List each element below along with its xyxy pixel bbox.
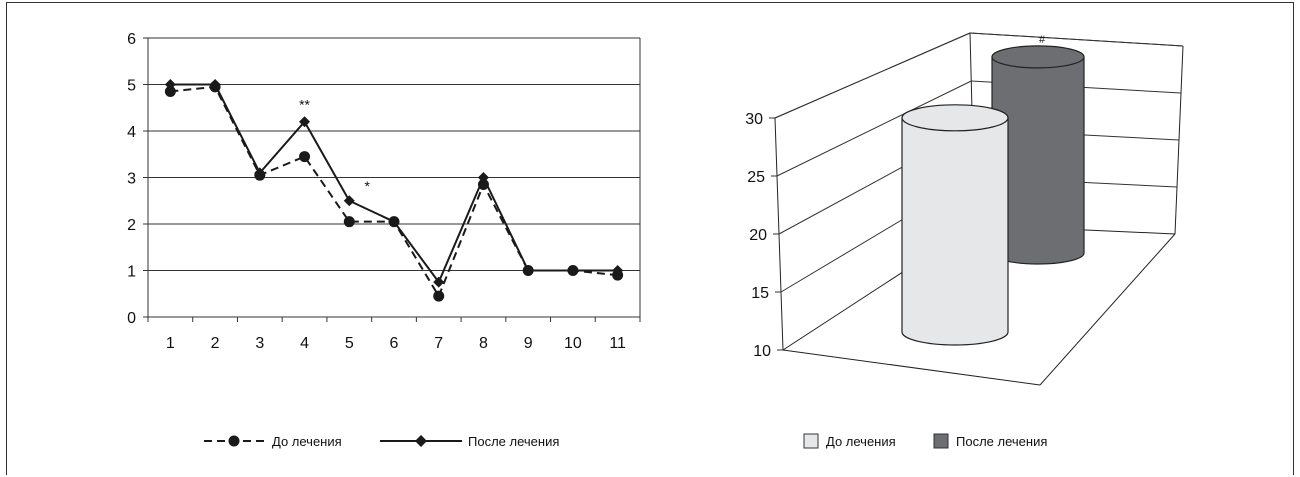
y-tick-label: 4 bbox=[127, 124, 136, 141]
cylinder-before bbox=[901, 104, 1009, 346]
cylinder-chart-legend: До лечения После лечения bbox=[803, 433, 1047, 449]
grid-line bbox=[774, 32, 971, 119]
data-point-after bbox=[254, 167, 266, 179]
line-chart-annotations: *** bbox=[299, 97, 370, 194]
cylinder-after bbox=[991, 45, 1085, 265]
legend-swatch-before bbox=[803, 433, 819, 449]
cylinder-before-top bbox=[901, 104, 1009, 132]
data-point-before bbox=[164, 85, 176, 97]
x-tick-label: 1 bbox=[166, 335, 175, 352]
significance-marker: ** bbox=[299, 97, 310, 113]
significance-marker: * bbox=[365, 178, 371, 194]
x-tick-label: 6 bbox=[390, 335, 399, 352]
data-point-after bbox=[612, 265, 624, 276]
grid-line bbox=[969, 32, 1184, 47]
y-tick-label: 25 bbox=[747, 169, 765, 186]
y-tick-label: 6 bbox=[127, 31, 136, 48]
data-point-after bbox=[477, 172, 489, 183]
x-tick-label: 10 bbox=[564, 335, 582, 352]
significance-marker: # bbox=[1039, 34, 1046, 46]
data-point-after bbox=[433, 276, 445, 288]
data-point-after bbox=[164, 79, 176, 90]
cylinder-chart-y-tick-labels: 10 15 20 25 30 bbox=[745, 111, 771, 360]
grid-line bbox=[776, 80, 972, 177]
y-tick-label: 10 bbox=[753, 343, 771, 360]
legend-swatch-after bbox=[933, 433, 949, 449]
x-tick-label: 11 bbox=[609, 335, 626, 352]
y-tick-label: 20 bbox=[749, 227, 767, 244]
line-chart-series bbox=[164, 79, 624, 302]
legend-label-before: До лечения bbox=[272, 434, 342, 449]
legend-label-after: После лечения bbox=[956, 434, 1047, 449]
data-point-before bbox=[433, 290, 445, 302]
y-tick-label: 3 bbox=[127, 171, 136, 188]
data-point-before bbox=[477, 178, 489, 190]
legend-label-before: До лечения bbox=[826, 434, 896, 449]
legend-diamond-marker bbox=[415, 435, 427, 447]
data-point-after bbox=[567, 265, 579, 276]
x-tick-label: 8 bbox=[479, 335, 488, 352]
y-tick-label: 2 bbox=[127, 217, 136, 234]
y-tick-label: 5 bbox=[127, 78, 136, 95]
series-line-after bbox=[170, 83, 618, 285]
y-tick-label: 1 bbox=[127, 264, 136, 281]
legend-circle-marker bbox=[228, 435, 240, 447]
cylinder-chart-annotations: # bbox=[1039, 34, 1046, 46]
data-point-before bbox=[343, 216, 355, 228]
y-tick-label: 30 bbox=[745, 111, 763, 128]
data-point-after bbox=[388, 216, 400, 228]
data-point-after bbox=[522, 265, 534, 276]
x-tick-label: 4 bbox=[300, 335, 309, 352]
x-tick-label: 9 bbox=[524, 335, 533, 352]
cylinder-before-body bbox=[901, 117, 1009, 346]
y-tick-label: 0 bbox=[127, 310, 136, 327]
cylinder-chart: 10 15 20 25 30 # До лечения После лечения bbox=[745, 32, 1184, 449]
line-chart-axes bbox=[143, 37, 641, 322]
data-point-after bbox=[299, 116, 311, 128]
x-tick-label: 7 bbox=[434, 335, 443, 352]
line-chart-grid bbox=[148, 37, 641, 317]
cylinder-after-top bbox=[991, 45, 1085, 69]
data-point-after bbox=[343, 195, 355, 207]
line-chart-x-tick-labels: 1 2 3 4 5 6 7 8 9 10 11 bbox=[166, 335, 626, 352]
legend-label-after: После лечения bbox=[468, 434, 559, 449]
data-point-after bbox=[209, 79, 221, 90]
y-tick-label: 15 bbox=[751, 285, 769, 302]
line-chart-legend: До лечения После лечения bbox=[204, 434, 559, 449]
cylinder-chart-bars bbox=[901, 45, 1085, 346]
line-chart-y-tick-labels: 0 1 2 3 4 5 6 bbox=[127, 31, 136, 327]
x-tick-label: 3 bbox=[255, 335, 264, 352]
series-line-before bbox=[170, 85, 618, 299]
figure-frame bbox=[6, 2, 1294, 475]
data-point-before bbox=[299, 151, 311, 163]
x-tick-label: 5 bbox=[345, 335, 354, 352]
x-tick-label: 2 bbox=[211, 335, 220, 352]
